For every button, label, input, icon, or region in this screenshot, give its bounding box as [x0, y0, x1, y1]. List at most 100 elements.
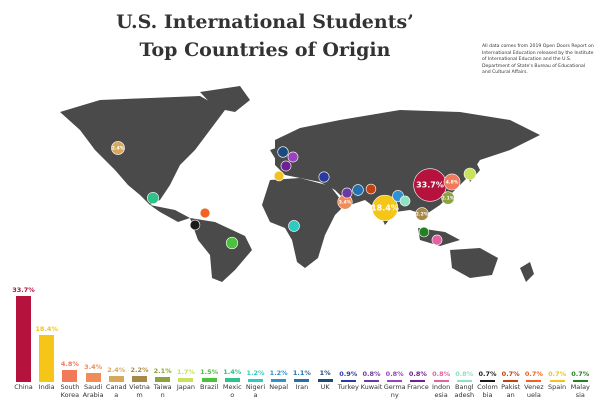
bar-column: 0.7% Malaysia: [569, 280, 592, 400]
value-label: 1%: [319, 369, 331, 378]
bar-column: 0.8% Indonesia: [430, 280, 453, 400]
map-bubble: [146, 191, 160, 205]
value-label: 1.5%: [200, 368, 219, 377]
bar-column: 1.2% Nigeria: [244, 280, 267, 400]
bar: [526, 380, 542, 382]
map-bubble: [365, 183, 377, 195]
bar: [248, 378, 263, 382]
value-label: 18.4%: [35, 325, 58, 334]
bar-column: 2.2% Vietnam: [128, 280, 151, 400]
category-label: Malaysia: [570, 383, 590, 399]
bar: [433, 379, 449, 382]
map-bubble: [371, 194, 399, 222]
map-bubble: [199, 207, 211, 219]
value-label: 0.7%: [571, 370, 590, 379]
bar: [387, 379, 403, 382]
value-label: 3.4%: [84, 363, 103, 372]
category-label: UK: [320, 383, 330, 391]
map-bubble: [280, 160, 292, 172]
bar-column: 1.4% Mexico: [221, 280, 244, 400]
category-label: Japan: [176, 383, 195, 391]
value-label: 0.7%: [524, 370, 543, 379]
value-label: 0.7%: [548, 370, 567, 379]
category-label: Saudi Arabia: [82, 383, 104, 399]
bar: [294, 379, 310, 382]
map-bubble: [443, 173, 461, 191]
category-label: Venezuela: [524, 383, 544, 399]
category-label: Taiwan: [153, 383, 172, 399]
bar-column: 1.7% Japan: [174, 280, 197, 400]
value-label: 0.8%: [385, 369, 404, 378]
category-label: India: [38, 383, 55, 391]
bar: [317, 379, 333, 382]
category-label: Vietnam: [129, 383, 150, 399]
bar: [572, 380, 588, 382]
bar-column: 0.8% Germany: [383, 280, 406, 400]
bar-column: 0.7% Colombia: [476, 280, 499, 400]
category-label: Spain: [548, 383, 567, 391]
category-label: Pakistan: [501, 383, 521, 399]
bar-column: 1.2% Nepal: [267, 280, 290, 400]
bar-column: 1.1% Iran: [290, 280, 313, 400]
category-label: Canada: [105, 383, 127, 399]
bar: [410, 379, 426, 382]
value-label: 0.7%: [501, 370, 520, 379]
bar: [62, 369, 78, 382]
category-label: China: [14, 383, 33, 391]
bubble-label: 33.7%: [416, 181, 444, 190]
value-label: 0.8%: [455, 369, 474, 378]
bar-column: 0.8% Bangladesh: [453, 280, 476, 400]
bar: [340, 379, 356, 382]
bar-column: 1% UK: [314, 280, 337, 400]
bar: [132, 376, 147, 382]
value-label: 0.8%: [432, 369, 451, 378]
value-label: 1.1%: [292, 369, 311, 378]
bar: [271, 378, 287, 382]
value-label: 4.8%: [60, 359, 79, 368]
bar: [456, 379, 472, 382]
bar: [178, 377, 194, 382]
bubble-label: 2.4%: [112, 146, 125, 152]
continents: [60, 86, 540, 282]
bubble-label: 4.8%: [446, 180, 459, 186]
category-label: Nigeria: [245, 383, 266, 399]
bar-column: 1.5% Brazil: [198, 280, 221, 400]
category-label: South Korea: [60, 383, 80, 399]
map-bubble: [273, 170, 285, 182]
bar: [503, 380, 519, 382]
bar-column: 0.7% Pakistan: [499, 280, 522, 400]
category-label: France: [407, 383, 429, 391]
category-label: Turkey: [337, 383, 359, 391]
map-bubble: [415, 207, 429, 221]
bar: [201, 378, 217, 382]
map-bubble: [111, 141, 125, 155]
value-label: 33.7%: [12, 286, 35, 294]
bubble-label: 2.2%: [416, 212, 429, 218]
map-bubble: [287, 151, 299, 163]
bar: [108, 375, 124, 382]
value-label: 1.2%: [246, 368, 265, 377]
value-label: 1.4%: [223, 368, 242, 377]
value-label: 1.2%: [269, 368, 288, 377]
bar-column: 2.4% Canada: [105, 280, 128, 400]
bar-column: 2.1% Taiwan: [151, 280, 174, 400]
value-label: 2.2%: [130, 366, 149, 375]
title: U.S. International Students’ Top Countri…: [116, 11, 414, 61]
bar-column: 0.7% Spain: [546, 280, 569, 400]
value-label: 0.8%: [362, 369, 381, 378]
map-bubble: [288, 220, 300, 232]
bar-column: 33.7% China: [12, 280, 35, 400]
bar: [480, 380, 495, 382]
value-label: 1.7%: [176, 367, 195, 376]
value-label: 0.9%: [339, 369, 358, 378]
category-label: Kuwait: [360, 383, 383, 391]
bar-column: 0.7% Venezuela: [522, 280, 545, 400]
value-label: 0.8%: [408, 369, 427, 378]
map-bubble: [225, 236, 239, 250]
map-bubble: [189, 219, 201, 231]
bar: [16, 296, 31, 382]
bubble-label: 3.4%: [339, 200, 352, 206]
bubble-label: 18.4%: [371, 204, 399, 213]
world-map: 33.7% 18.4% 4.8% 3.4% 2.4% 2.2% 2.1%: [60, 86, 540, 282]
bar-column: 3.4% Saudi Arabia: [82, 280, 105, 400]
